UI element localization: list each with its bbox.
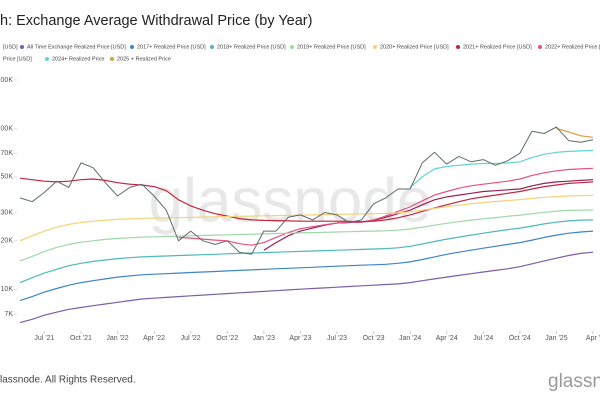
y-tick-label: 10K (1, 286, 14, 293)
legend-label: Price [USD] (3, 56, 32, 62)
x-tick-label: Apr '24 (436, 335, 458, 342)
y-tick-label: 20K (1, 238, 14, 245)
x-tick-label: Apr '22 (143, 335, 165, 342)
brand: glassnode (548, 371, 600, 392)
legend-label: [USD] (3, 44, 18, 50)
series-line (19, 219, 594, 284)
legend-label: 2019+ Realized Price [USD] (297, 44, 366, 50)
legend-swatch (210, 45, 214, 49)
x-tick-label: Jan '25 (545, 335, 567, 342)
legend-swatch (110, 57, 114, 61)
x-tick-label: Jan '23 (253, 335, 275, 342)
legend-label: 2022+ Realized Price [USD] (545, 44, 600, 50)
legend-label: 2025 + Realized Price (117, 56, 171, 62)
y-tick-label: 70K (1, 150, 14, 157)
legend-swatch (130, 45, 134, 49)
x-tick-label: Jul '23 (327, 335, 347, 342)
x-tick-label: Apr '23 (289, 335, 311, 342)
series-line (556, 127, 594, 138)
x-tick-label: Oct '24 (509, 335, 531, 342)
legend-label: 2021+ Realized Price [USD] (463, 44, 532, 50)
x-tick-label: Jul '24 (473, 335, 493, 342)
x-tick-label: Jul '22 (181, 335, 201, 342)
x-tick-label: Jan '22 (106, 335, 128, 342)
legend-swatch (373, 45, 377, 49)
x-tick-label: Oct '22 (216, 335, 238, 342)
y-tick-label: 00K (1, 77, 14, 84)
watermark: glassnode (149, 166, 432, 235)
legend-swatch (45, 57, 49, 61)
x-tick-label: Apr ' (586, 335, 600, 342)
x-tick-label: Jan '24 (399, 335, 421, 342)
legend-label: 2020+ Realized Price [USD] (380, 44, 449, 50)
footer: lassnode. All Rights Reserved. (0, 375, 136, 386)
series-line (19, 194, 594, 242)
chart-title: h: Exchange Average Withdrawal Price (by… (0, 13, 312, 29)
y-tick-label: 00K (1, 125, 14, 132)
y-tick-label: 7K (4, 311, 13, 318)
series-line (19, 209, 594, 262)
y-tick-label: 30K (1, 209, 14, 216)
x-tick-label: Jul '21 (34, 335, 54, 342)
legend-swatch (456, 45, 460, 49)
series-line (263, 179, 594, 251)
series-line (178, 167, 594, 246)
legend-label: 2018+ Realized Price [USD] (217, 44, 286, 50)
series-line (19, 251, 594, 324)
legend-label: 2024+ Realized Price (52, 56, 104, 62)
series-line (19, 126, 594, 255)
series-line (19, 230, 594, 302)
legend-label: All Time Exchange Realized Price [USD] (27, 44, 126, 50)
x-tick-label: Oct '21 (70, 335, 92, 342)
legend-swatch (538, 45, 542, 49)
series-line (19, 177, 594, 223)
y-tick-label: 50K (1, 174, 14, 181)
legend-swatch (290, 45, 294, 49)
x-tick-label: Oct '23 (363, 335, 385, 342)
legend-label: 2017+ Realized Price [USD] (137, 44, 206, 50)
legend-swatch (20, 45, 24, 49)
